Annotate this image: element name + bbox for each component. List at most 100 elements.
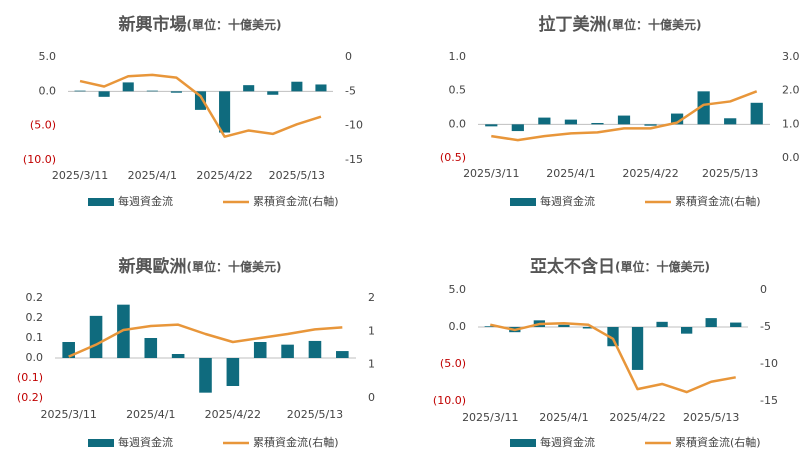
bar (511, 124, 524, 132)
y-tick-label: (5.0) (440, 357, 466, 370)
y-tick-label: 1.0 (449, 50, 467, 63)
y2-tick-label: -15 (760, 394, 778, 407)
bar (730, 322, 742, 327)
bar (291, 81, 303, 92)
y-tick-label: 0.2 (26, 291, 44, 304)
legend-label: 累積資金流(右軸) (675, 435, 761, 449)
bar (485, 124, 498, 127)
y2-tick-label: -5 (760, 320, 771, 333)
x-tick-label: 2025/4/1 (539, 411, 588, 424)
bar (308, 340, 322, 358)
y2-tick-label: 3.0 (782, 50, 800, 63)
y-tick-label: (0.1) (17, 371, 43, 384)
y2-tick-label: -15 (345, 153, 363, 166)
legend-label: 累積資金流(右軸) (253, 435, 339, 449)
bar (670, 113, 684, 125)
title-main: 拉丁美洲 (539, 14, 607, 35)
bar (724, 118, 737, 125)
bar (315, 84, 327, 92)
x-tick-label: 2025/5/13 (683, 411, 739, 424)
chart-panel: 拉丁美洲(單位：十億美元) 1.0 0.5 0.0 (0.5) 3.0 2.0 1.0 0.0 2… (440, 14, 800, 208)
legend-label: 每週資金流 (118, 435, 173, 449)
legend-swatch (510, 198, 536, 206)
x-tick-label: 2025/4/1 (126, 408, 175, 421)
bar (631, 327, 644, 370)
y-tick-label: 0.0 (449, 117, 467, 130)
y2-tick-label: 0.0 (782, 151, 800, 164)
y2-tick-label: -5 (345, 84, 356, 97)
x-tick-label: 2025/4/1 (546, 167, 595, 180)
y2-tick-label: 1.0 (782, 117, 800, 130)
y2-tick-label: -10 (760, 357, 778, 370)
x-tick-label: 2025/3/11 (40, 408, 96, 421)
bar (591, 122, 604, 125)
y2-tick-label: 0 (345, 50, 352, 63)
y-tick-label: 0.1 (26, 331, 44, 344)
bar (538, 117, 551, 125)
bar (144, 338, 158, 358)
bar (171, 354, 185, 358)
title-unit: (單位：十億美元) (187, 259, 282, 274)
bar (74, 90, 86, 92)
y-tick-label: (0.2) (17, 391, 43, 404)
y-tick-label: (5.0) (30, 119, 56, 132)
x-tick-label: 2025/3/11 (463, 167, 519, 180)
legend-label: 每週資金流 (540, 194, 595, 208)
bar (644, 124, 657, 126)
x-tick-label: 2025/5/13 (269, 169, 325, 182)
legend-label: 累積資金流(右軸) (253, 194, 339, 208)
bar (281, 344, 294, 358)
legend-swatch (88, 439, 114, 447)
bar (656, 321, 668, 327)
y-tick-label: (10.0) (23, 153, 56, 166)
x-tick-label: 2025/5/13 (287, 408, 343, 421)
x-tick-label: 2025/4/22 (622, 167, 678, 180)
legend-swatch (88, 198, 114, 206)
bar (219, 91, 231, 133)
y-tick-label: 0.0 (26, 351, 44, 364)
title-main: 新興歐洲 (119, 256, 187, 277)
bar (170, 91, 182, 93)
y-tick-label: 0.0 (39, 84, 57, 97)
bar (146, 90, 158, 92)
y-tick-label: 5.0 (39, 50, 57, 63)
bar (607, 327, 619, 347)
bar (243, 85, 255, 92)
chart-title: 亞太不含日(單位：十億美元) (530, 256, 710, 277)
x-tick-label: 2025/4/22 (196, 169, 252, 182)
title-unit: (單位：十億美元) (187, 17, 282, 32)
bar (122, 82, 134, 92)
y-tick-label: 5.0 (449, 283, 467, 296)
bar (697, 91, 710, 125)
y2-tick-label: 2 (368, 291, 375, 304)
bar (484, 326, 496, 327)
title-unit: (單位：十億美元) (607, 17, 702, 32)
line (68, 323, 343, 358)
x-tick-label: 2025/4/22 (205, 408, 261, 421)
legend-swatch (510, 439, 536, 447)
chart-title: 新興歐洲(單位：十億美元) (119, 256, 282, 277)
y2-tick-label: 0 (368, 391, 375, 404)
bar (89, 315, 103, 358)
bar (253, 342, 267, 358)
x-tick-label: 2025/4/22 (609, 411, 665, 424)
legend-label: 每週資金流 (540, 435, 595, 449)
title-main: 新興市場 (119, 14, 187, 35)
bar (267, 91, 279, 95)
chart-panel: 亞太不含日(單位：十億美元) 5.0 0.0 (5.0) (10.0) 0 -5 -10 -15… (433, 256, 778, 449)
bar (617, 115, 631, 125)
chart-title: 拉丁美洲(單位：十億美元) (539, 14, 702, 35)
chart-panel: 新興市場(單位：十億美元) 5.0 0.0 (5.0) (10.0) 0 -5 -10 -15 2… (23, 14, 363, 208)
x-tick-label: 2025/5/13 (702, 167, 758, 180)
bar (582, 327, 595, 329)
bar (226, 358, 240, 386)
y2-tick-label: -10 (345, 119, 363, 132)
chart-title: 新興市場(單位：十億美元) (119, 14, 282, 35)
y-tick-label: 0.0 (449, 320, 467, 333)
y2-tick-label: 0 (760, 283, 767, 296)
title-main: 亞太不含日 (530, 256, 615, 277)
y-tick-label: 0.5 (449, 84, 467, 97)
y2-tick-label: 1 (368, 358, 375, 371)
bar (194, 91, 207, 110)
chart-panel: 新興歐洲(單位：十億美元) 0.2 0.2 0.1 0.0 (0.1) (0.2) 2 1 1 0 2… (17, 256, 375, 449)
